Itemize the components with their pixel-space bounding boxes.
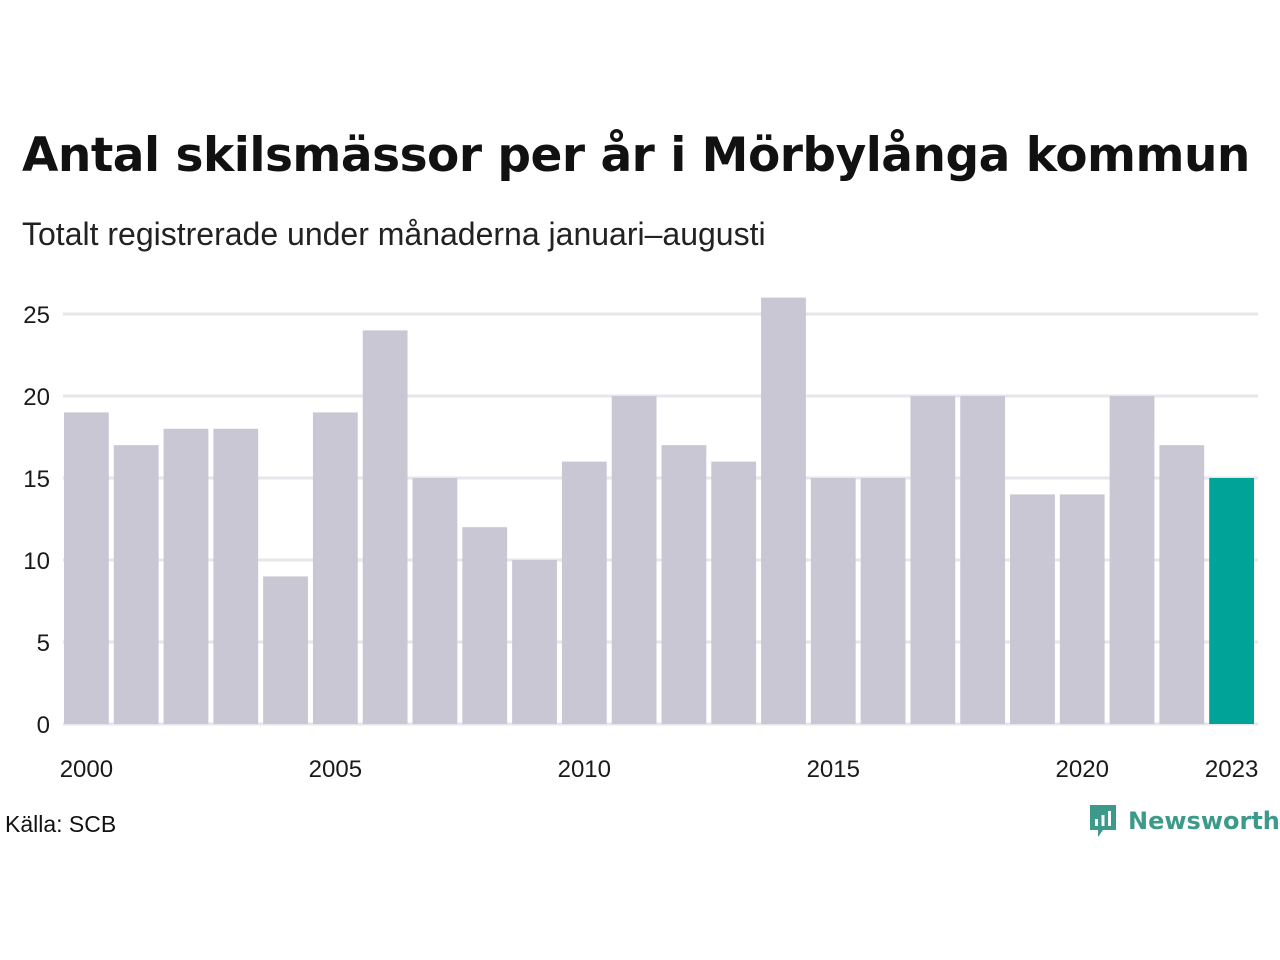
bar-2010 bbox=[561, 461, 607, 724]
brand-name: Newsworthy bbox=[1128, 807, 1280, 835]
bar-2009 bbox=[512, 560, 557, 724]
brand-logo: Newsworthy bbox=[1088, 803, 1280, 839]
bar-2016 bbox=[860, 478, 906, 724]
y-tick-label: 20 bbox=[23, 384, 50, 411]
bar-2002 bbox=[163, 428, 209, 724]
bar-2001 bbox=[113, 445, 159, 724]
x-tick-label: 2010 bbox=[558, 756, 611, 783]
x-tick-label: 2015 bbox=[807, 756, 860, 783]
bar-2021 bbox=[1109, 396, 1155, 724]
y-tick-label: 15 bbox=[23, 466, 50, 493]
y-tick-label: 5 bbox=[37, 630, 50, 657]
bar-2014 bbox=[761, 297, 806, 724]
chart-title: Antal skilsmässor per år i Mörbylånga ko… bbox=[22, 128, 1250, 183]
newsworthy-logo-icon bbox=[1090, 805, 1116, 837]
bar-chart: 0 5 10 15 20 25 2000 2005 2010 2015 2020 2023 bbox=[23, 297, 1259, 783]
bar-2003 bbox=[213, 428, 259, 724]
bar-2013 bbox=[711, 461, 757, 724]
bar-2023 bbox=[1209, 478, 1254, 724]
y-tick-label: 0 bbox=[37, 712, 50, 739]
bar-2012 bbox=[661, 445, 707, 724]
chart-subtitle: Totalt registrerade under månaderna janu… bbox=[22, 216, 766, 252]
bar-2011 bbox=[611, 396, 657, 724]
y-tick-label: 25 bbox=[23, 302, 50, 329]
bar-2008 bbox=[462, 527, 508, 724]
bar-2018 bbox=[960, 396, 1006, 724]
bar-2015 bbox=[810, 478, 856, 724]
bar-2004 bbox=[263, 576, 308, 724]
bar-2007 bbox=[412, 478, 458, 724]
bar-2020 bbox=[1059, 494, 1105, 724]
y-tick-label: 10 bbox=[23, 548, 50, 575]
bar-2005 bbox=[312, 412, 358, 724]
y-axis-ticks: 0 5 10 15 20 25 bbox=[23, 302, 50, 739]
x-tick-label: 2005 bbox=[309, 756, 362, 783]
gridlines bbox=[63, 312, 1258, 726]
bar-2017 bbox=[910, 396, 956, 724]
bar-2022 bbox=[1159, 445, 1205, 724]
source-note: Källa: SCB bbox=[5, 811, 117, 837]
x-axis-ticks: 2000 2005 2010 2015 2020 2023 bbox=[60, 756, 1259, 783]
bar-2006 bbox=[362, 330, 408, 724]
bar-2000 bbox=[64, 412, 109, 724]
x-tick-label: 2000 bbox=[60, 756, 113, 783]
bar-2019 bbox=[1010, 494, 1055, 724]
x-tick-label: 2020 bbox=[1056, 756, 1109, 783]
bars bbox=[64, 297, 1254, 724]
x-tick-label: 2023 bbox=[1205, 756, 1258, 783]
